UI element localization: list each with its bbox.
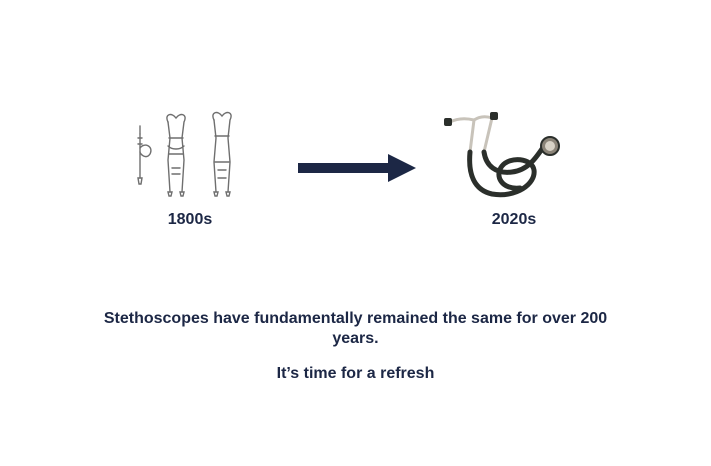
statement-text: Stethoscopes have fundamentally remained… bbox=[103, 310, 608, 347]
present-era-label: 2020s bbox=[491, 211, 537, 228]
past-era-label: 1800s bbox=[167, 211, 213, 228]
antique-stethoscopes-icon bbox=[137, 111, 232, 197]
right-arrow-icon bbox=[298, 154, 416, 182]
tagline-text: It’s time for a refresh bbox=[276, 365, 435, 382]
modern-stethoscope-icon bbox=[444, 112, 560, 198]
